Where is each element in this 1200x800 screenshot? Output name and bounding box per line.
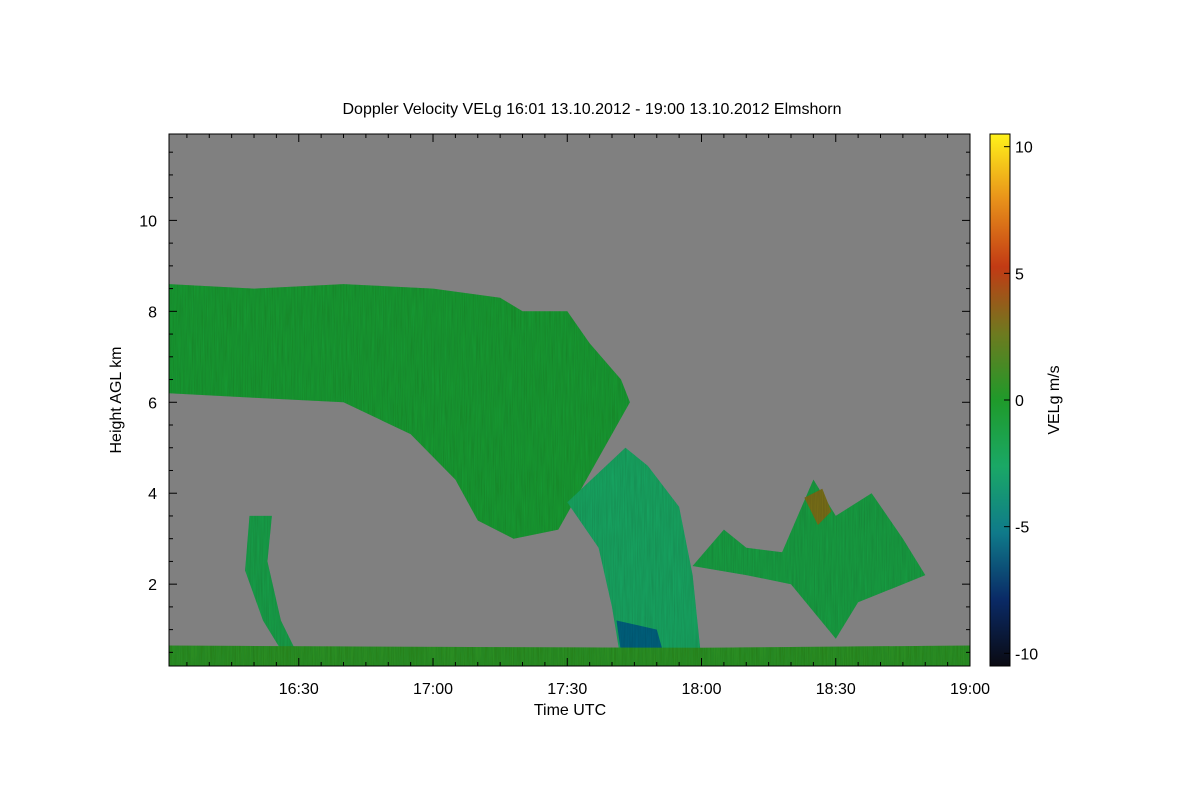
x-tick-label: 16:30 [279,681,319,698]
y-tick-label: 6 [148,395,157,412]
colorbar-title: VELg m/s [1046,365,1063,434]
plot-area: 16:30 17:00 17:30 18:00 18:30 19:00 2 4 6 8 10 [139,133,990,698]
plot-frame [168,133,971,667]
y-tick-label: 10 [139,213,157,230]
y-tick-label: 8 [148,304,157,321]
colorbar-tick-label: 0 [1015,393,1024,410]
y-tick-label: 4 [148,486,157,503]
x-tick-label: 19:00 [950,681,990,698]
echo-fallstreak-left [245,515,295,657]
x-tick-label: 17:00 [413,681,453,698]
colorbar-ticks: 10 5 0 -5 -10 [1004,140,1038,663]
x-tick-label: 17:30 [547,681,587,698]
x-tick-label: 18:00 [681,681,721,698]
colorbar-tick-label: 10 [1015,140,1033,157]
colorbar-tick-label: 5 [1015,266,1024,283]
echo-layer [169,284,970,666]
echo-right-red-patch [804,488,832,525]
y-axis-title: Height AGL km [108,346,125,453]
colorbar-tick-label: -5 [1015,520,1029,537]
echo-near-surface [169,645,970,666]
y-tick-label: 2 [148,577,157,594]
y-axis: 2 4 6 8 10 [139,151,970,653]
chart-title: Doppler Velocity VELg 16:01 13.10.2012 -… [342,101,841,118]
x-axis: 16:30 17:00 17:30 18:00 18:30 19:00 [186,134,990,698]
x-tick-label: 18:30 [816,681,856,698]
x-axis-title: Time UTC [534,702,606,719]
colorbar-tick-label: -10 [1015,646,1038,663]
echo-right-cells [692,479,926,639]
echo-upper-cloud [169,284,630,539]
colorbar: 10 5 0 -5 -10 [989,133,1038,667]
echo-central-shaft [567,447,702,662]
